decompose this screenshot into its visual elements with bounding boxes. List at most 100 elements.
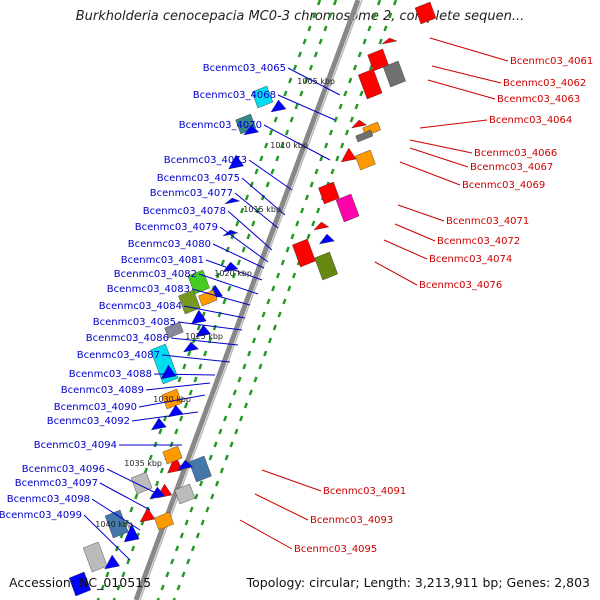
gene-arrow[interactable] xyxy=(228,154,244,170)
gene-arrow[interactable] xyxy=(139,507,156,523)
gene-block[interactable] xyxy=(82,541,108,573)
forward-gene-label[interactable]: Bcenmc03_4091 xyxy=(323,486,406,497)
reverse-gene-label[interactable]: Bcenmc03_4097 xyxy=(15,478,98,489)
gc-dash xyxy=(304,194,310,201)
reverse-gene-label[interactable]: Bcenmc03_4065 xyxy=(203,63,286,74)
gene-features xyxy=(68,1,437,597)
gc-dash xyxy=(323,25,328,32)
reverse-gene-label[interactable]: Bcenmc03_4077 xyxy=(150,188,233,199)
reverse-gene-label[interactable]: Bcenmc03_4082 xyxy=(114,269,197,280)
gene-arrow[interactable] xyxy=(160,364,177,380)
gene-block[interactable] xyxy=(162,445,183,465)
forward-gene-label[interactable]: Bcenmc03_4095 xyxy=(294,544,377,555)
gene-arrow[interactable] xyxy=(177,459,194,471)
forward-gene-label[interactable]: Bcenmc03_4061 xyxy=(510,56,593,67)
gc-dash xyxy=(224,454,229,461)
forward-gene-label[interactable]: Bcenmc03_4067 xyxy=(470,162,553,173)
gene-arrow[interactable] xyxy=(149,486,166,500)
gene-arrow[interactable] xyxy=(243,124,260,136)
gene-block[interactable] xyxy=(318,181,340,205)
reverse-gene-label[interactable]: Bcenmc03_4070 xyxy=(179,120,262,131)
gene-block[interactable] xyxy=(154,511,175,531)
position-ticks: 1005 kbp 1010 kbp 1015 kbp 1020 kbp 1025 kbp… xyxy=(95,77,335,529)
gene-block[interactable] xyxy=(188,455,212,483)
reverse-leader-line xyxy=(183,305,246,319)
gene-block[interactable] xyxy=(357,68,383,100)
gc-dash xyxy=(372,12,377,19)
gc-dash xyxy=(203,350,208,357)
forward-gene-label[interactable]: Bcenmc03_4062 xyxy=(503,78,586,89)
gc-dash xyxy=(318,38,323,45)
reverse-gene-label[interactable]: Bcenmc03_4073 xyxy=(164,155,247,166)
reverse-gene-label[interactable]: Bcenmc03_4089 xyxy=(61,385,144,396)
gene-arrow[interactable] xyxy=(182,341,199,353)
reverse-gene-label[interactable]: Bcenmc03_4068 xyxy=(193,90,276,101)
forward-gene-label[interactable]: Bcenmc03_4093 xyxy=(310,515,393,526)
gc-dash xyxy=(376,0,382,6)
gene-block[interactable] xyxy=(414,1,437,25)
gene-arrow[interactable] xyxy=(150,417,167,431)
gc-dash xyxy=(312,12,317,19)
gc-dash xyxy=(277,311,282,318)
gene-arrow[interactable] xyxy=(340,147,357,163)
gene-block[interactable] xyxy=(251,85,274,109)
reverse-gene-label[interactable]: Bcenmc03_4085 xyxy=(93,317,176,328)
forward-gene-label[interactable]: Bcenmc03_4063 xyxy=(497,94,580,105)
gene-block[interactable] xyxy=(174,483,196,505)
gene-block[interactable] xyxy=(130,471,153,495)
reverse-gene-label[interactable]: Bcenmc03_4092 xyxy=(47,416,130,427)
position-tick-label: 1020 kbp xyxy=(214,269,252,278)
gene-block[interactable] xyxy=(314,251,338,281)
gene-arrow[interactable] xyxy=(270,99,287,113)
gene-arrow[interactable] xyxy=(351,119,368,129)
reverse-gene-label[interactable]: Bcenmc03_4096 xyxy=(22,464,105,475)
gc-dash xyxy=(165,571,170,578)
gene-arrow[interactable] xyxy=(123,523,140,543)
forward-gene-label[interactable]: Bcenmc03_4066 xyxy=(474,148,557,159)
reverse-gene-label[interactable]: Bcenmc03_4098 xyxy=(7,494,90,505)
reverse-gene-label[interactable]: Bcenmc03_4086 xyxy=(86,333,169,344)
forward-gene-label[interactable]: Bcenmc03_4064 xyxy=(489,115,572,126)
forward-gene-label[interactable]: Bcenmc03_4074 xyxy=(429,254,512,265)
gene-block[interactable] xyxy=(198,289,218,307)
gene-block[interactable] xyxy=(68,571,92,597)
gene-block[interactable] xyxy=(292,238,316,268)
forward-gene-label[interactable]: Bcenmc03_4076 xyxy=(419,280,502,291)
forward-gene-label[interactable]: Bcenmc03_4069 xyxy=(462,180,545,191)
reverse-gene-label[interactable]: Bcenmc03_4090 xyxy=(54,402,137,413)
gc-dash xyxy=(172,597,176,600)
reverse-gene-label[interactable]: Bcenmc03_4088 xyxy=(69,369,152,380)
reverse-gene-label[interactable]: Bcenmc03_4075 xyxy=(157,173,240,184)
reverse-gene-label[interactable]: Bcenmc03_4081 xyxy=(121,255,204,266)
forward-leader-line xyxy=(431,65,502,84)
reverse-gene-label[interactable]: Bcenmc03_4080 xyxy=(128,239,211,250)
reverse-gene-label[interactable]: Bcenmc03_4083 xyxy=(107,284,190,295)
reverse-gene-label[interactable]: Bcenmc03_4087 xyxy=(77,350,160,361)
gene-block[interactable] xyxy=(382,60,406,88)
gene-block[interactable] xyxy=(355,129,374,143)
gene-arrow[interactable] xyxy=(195,324,212,338)
gene-block[interactable] xyxy=(164,321,184,339)
gene-arrow[interactable] xyxy=(318,233,335,245)
gene-block[interactable] xyxy=(161,388,183,410)
gene-arrow[interactable] xyxy=(190,309,207,325)
forward-leader-line xyxy=(374,261,418,286)
gene-block[interactable] xyxy=(335,193,360,223)
gene-arrow[interactable] xyxy=(313,221,330,231)
gc-dash xyxy=(247,350,252,357)
forward-gene-label[interactable]: Bcenmc03_4072 xyxy=(437,236,520,247)
gene-arrow[interactable] xyxy=(224,197,241,205)
reverse-gene-label[interactable]: Bcenmc03_4099 xyxy=(0,510,82,521)
reverse-gene-label[interactable]: Bcenmc03_4084 xyxy=(99,301,182,312)
gene-block[interactable] xyxy=(355,149,376,171)
reverse-gene-label[interactable]: Bcenmc03_4078 xyxy=(143,206,226,217)
gene-arrow[interactable] xyxy=(381,37,398,45)
reverse-gene-label[interactable]: Bcenmc03_4079 xyxy=(135,222,218,233)
gene-arrow[interactable] xyxy=(104,554,120,570)
forward-leader-line xyxy=(397,204,445,222)
reverse-leader-line xyxy=(205,259,263,281)
reverse-gene-label[interactable]: Bcenmc03_4094 xyxy=(34,440,117,451)
forward-gene-label[interactable]: Bcenmc03_4071 xyxy=(446,216,529,227)
gc-dash xyxy=(159,467,165,474)
